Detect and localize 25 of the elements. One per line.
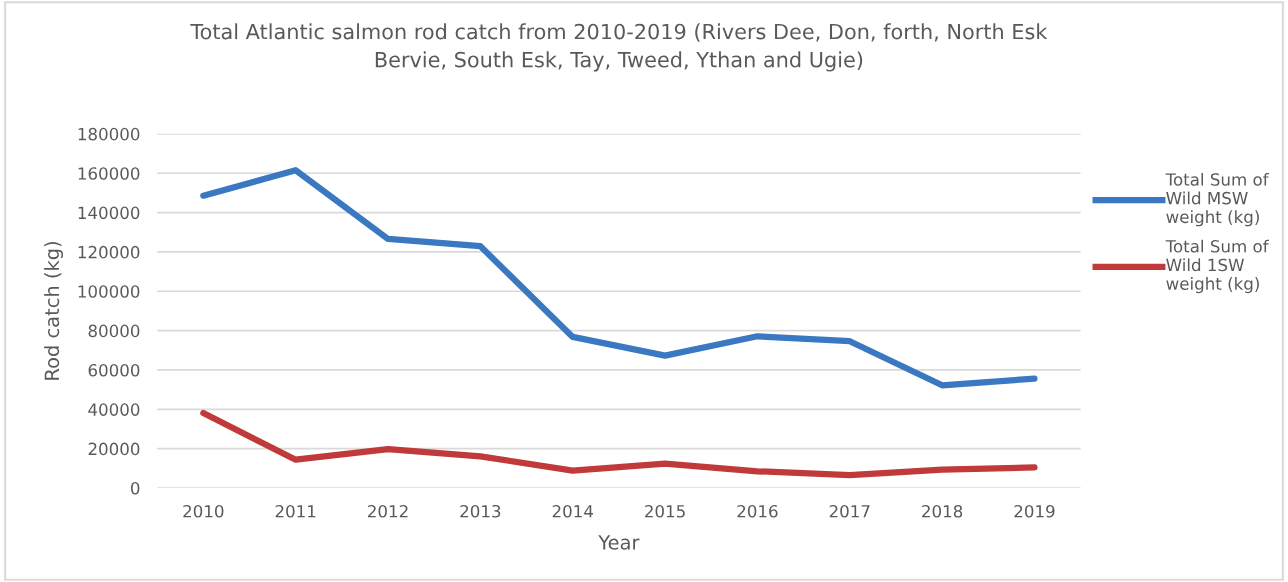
x-tick-label: 2017 xyxy=(829,504,870,518)
legend-label: Total Sum of Wild 1SW weight (kg) xyxy=(1165,239,1269,294)
x-tick-label: 2011 xyxy=(275,504,316,518)
y-tick-label: 60000 xyxy=(88,363,140,377)
x-tick-label: 2016 xyxy=(737,504,778,518)
y-tick-label: 160000 xyxy=(78,167,140,180)
y-tick-label: 40000 xyxy=(88,403,140,416)
legend-label: Total Sum of Wild MSW weight (kg) xyxy=(1165,172,1269,227)
y-tick-label: 120000 xyxy=(78,245,140,259)
y-tick-label: 100000 xyxy=(78,285,140,298)
x-tick-label: 2012 xyxy=(368,504,408,518)
x-tick-label: 2015 xyxy=(645,504,685,518)
x-tick-label: 2019 xyxy=(1014,504,1055,518)
y-tick-label: 140000 xyxy=(78,206,140,220)
x-tick-label: 2013 xyxy=(460,504,501,518)
x-tick-label: 2010 xyxy=(183,504,224,518)
chart-title: Total Atlantic salmon rod catch from 2010-2019 (Rivers Dee, Don, forth, North Esk Bervie, South Esk, Tay, Tweed, Ythan and Ugie) xyxy=(190,23,1048,72)
x-tick-label: 2018 xyxy=(922,504,963,518)
x-tick-label: 2014 xyxy=(552,504,593,518)
y-axis-title: Rod catch (kg) xyxy=(44,241,63,380)
x-axis-title: Year xyxy=(598,535,640,550)
y-tick-label: 0 xyxy=(130,481,140,495)
y-tick-label: 180000 xyxy=(78,127,140,141)
y-tick-label: 80000 xyxy=(88,324,140,338)
y-tick-label: 20000 xyxy=(88,442,140,456)
